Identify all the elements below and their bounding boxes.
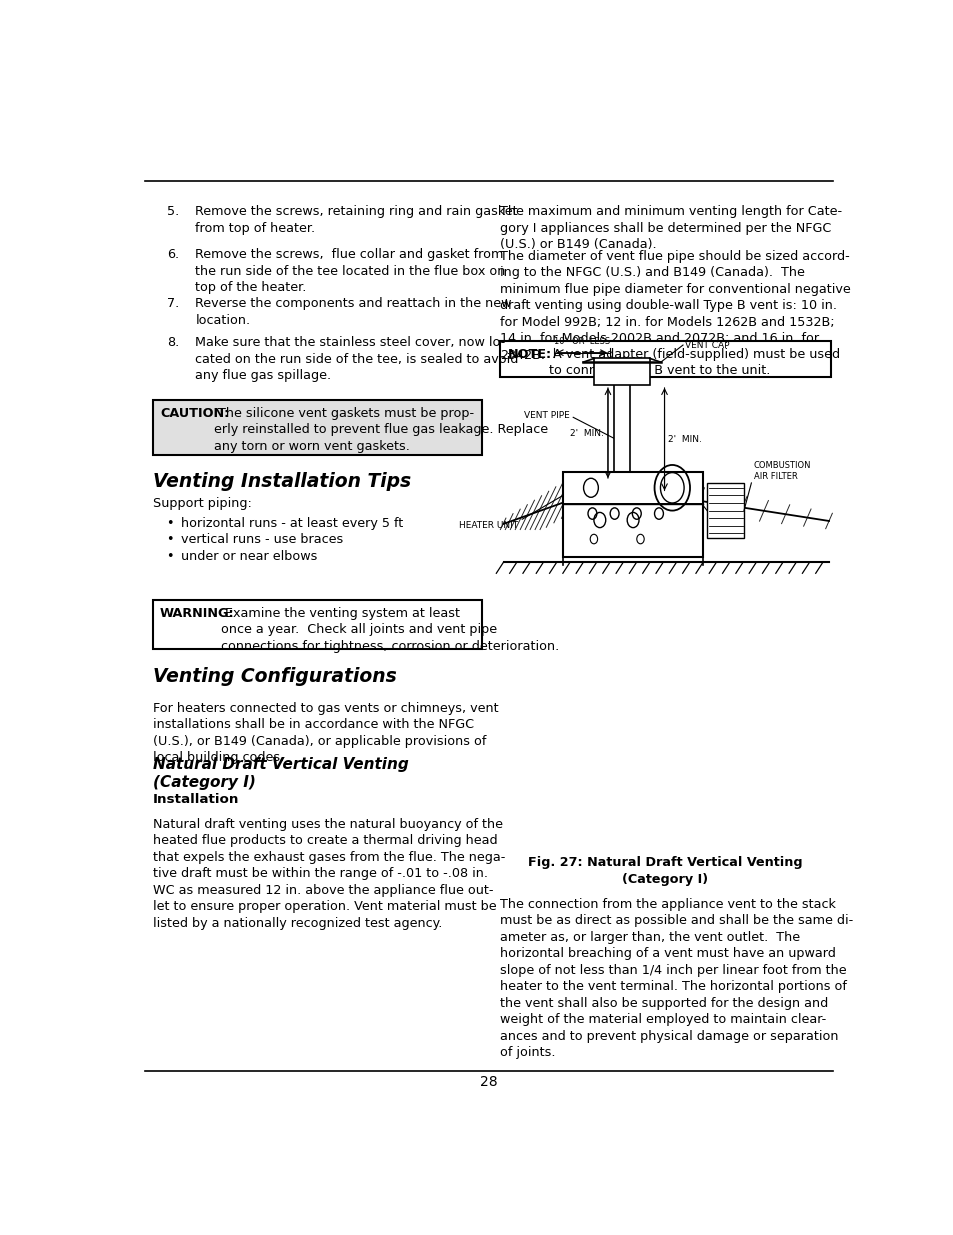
Text: VENT PIPE: VENT PIPE [523, 411, 569, 420]
Text: Venting Configurations: Venting Configurations [152, 667, 395, 687]
Text: The connection from the appliance vent to the stack
must be as direct as possibl: The connection from the appliance vent t… [499, 898, 852, 1060]
Text: VENT CAP: VENT CAP [684, 341, 729, 350]
Text: Remove the screws,  flue collar and gasket from
the run side of the tee located : Remove the screws, flue collar and gaske… [195, 248, 505, 294]
Bar [562, 504, 702, 557]
Text: The diameter of vent flue pipe should be sized accord-
ing to the NFGC (U.S.) an: The diameter of vent flue pipe should be… [499, 249, 850, 362]
Bar [499, 341, 830, 378]
Text: •: • [166, 550, 173, 562]
Text: NOTE:: NOTE: [507, 348, 551, 361]
Text: COMBUSTION
AIR FILTER: COMBUSTION AIR FILTER [753, 461, 810, 482]
Text: 10'  OR  LESS: 10' OR LESS [554, 337, 609, 346]
Text: Natural draft venting uses the natural buoyancy of the
heated flue products to c: Natural draft venting uses the natural b… [152, 818, 504, 930]
Text: 28: 28 [479, 1074, 497, 1089]
Text: horizontal runs - at least every 5 ft: horizontal runs - at least every 5 ft [180, 517, 402, 530]
Bar [562, 472, 702, 504]
Text: •: • [166, 534, 173, 546]
Text: 6.: 6. [167, 248, 179, 261]
Text: Venting Installation Tips: Venting Installation Tips [152, 472, 410, 490]
Text: 8.: 8. [167, 336, 179, 350]
Text: WARNING:: WARNING: [160, 606, 234, 620]
Bar [594, 358, 649, 385]
Text: Natural Draft Vertical Venting
(Category I): Natural Draft Vertical Venting (Category… [152, 757, 408, 790]
Text: HEATER UNIT: HEATER UNIT [459, 521, 518, 530]
Bar [152, 400, 481, 456]
Text: 2'  MIN.: 2' MIN. [570, 429, 603, 437]
Bar [706, 483, 743, 538]
Text: Make sure that the stainless steel cover, now lo-
cated on the run side of the t: Make sure that the stainless steel cover… [195, 336, 518, 383]
Text: Examine the venting system at least
once a year.  Check all joints and vent pipe: Examine the venting system at least once… [220, 606, 558, 652]
Text: vertical runs - use braces: vertical runs - use braces [180, 534, 342, 546]
Text: Support piping:: Support piping: [152, 498, 252, 510]
Text: under or near elbows: under or near elbows [180, 550, 316, 562]
Text: The silicone vent gaskets must be prop-
erly reinstalled to prevent flue gas lea: The silicone vent gaskets must be prop- … [213, 406, 547, 453]
Bar [152, 600, 481, 650]
Text: The maximum and minimum venting length for Cate-
gory I appliances shall be dete: The maximum and minimum venting length f… [499, 205, 841, 251]
Text: Remove the screws, retaining ring and rain gasket
from top of heater.: Remove the screws, retaining ring and ra… [195, 205, 517, 235]
Text: Fig. 27: Natural Draft Vertical Venting
(Category I): Fig. 27: Natural Draft Vertical Venting … [527, 856, 801, 885]
Text: 2'  MIN.: 2' MIN. [667, 435, 701, 443]
Text: A vent adapter (field-supplied) must be used
to connect Type B vent to the unit.: A vent adapter (field-supplied) must be … [548, 348, 839, 378]
Bar [613, 377, 630, 472]
Text: •: • [166, 517, 173, 530]
Text: Reverse the components and reattach in the new
location.: Reverse the components and reattach in t… [195, 298, 512, 327]
Text: For heaters connected to gas vents or chimneys, vent
installations shall be in a: For heaters connected to gas vents or ch… [152, 701, 497, 764]
Text: 7.: 7. [167, 298, 179, 310]
Bar [562, 472, 702, 557]
Text: 5.: 5. [167, 205, 179, 219]
Text: CAUTION:: CAUTION: [160, 406, 229, 420]
Text: Installation: Installation [152, 793, 238, 806]
